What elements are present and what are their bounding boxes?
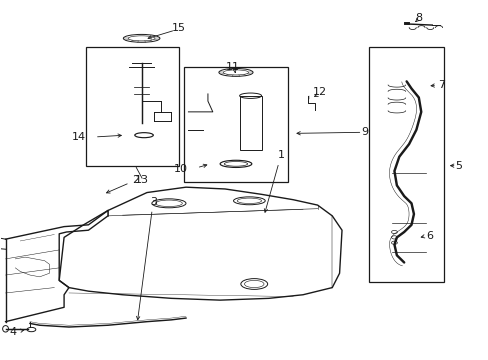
Bar [368,47,444,282]
Text: 3: 3 [136,197,157,320]
Text: 4: 4 [9,327,17,337]
Text: 7: 7 [438,80,445,90]
Text: 12: 12 [312,87,326,97]
Text: 8: 8 [414,13,421,23]
Bar [183,67,288,182]
Text: 13: 13 [135,175,149,185]
Text: 5: 5 [455,161,462,171]
Text: 2: 2 [106,175,140,193]
Bar [86,47,178,166]
Text: 15: 15 [171,23,185,33]
Text: 10: 10 [173,164,187,174]
Text: 14: 14 [72,132,86,142]
Text: 6: 6 [426,231,432,240]
Text: 9: 9 [361,127,368,136]
Bar [239,96,261,149]
Text: 1: 1 [264,150,284,212]
Text: 11: 11 [225,62,239,72]
